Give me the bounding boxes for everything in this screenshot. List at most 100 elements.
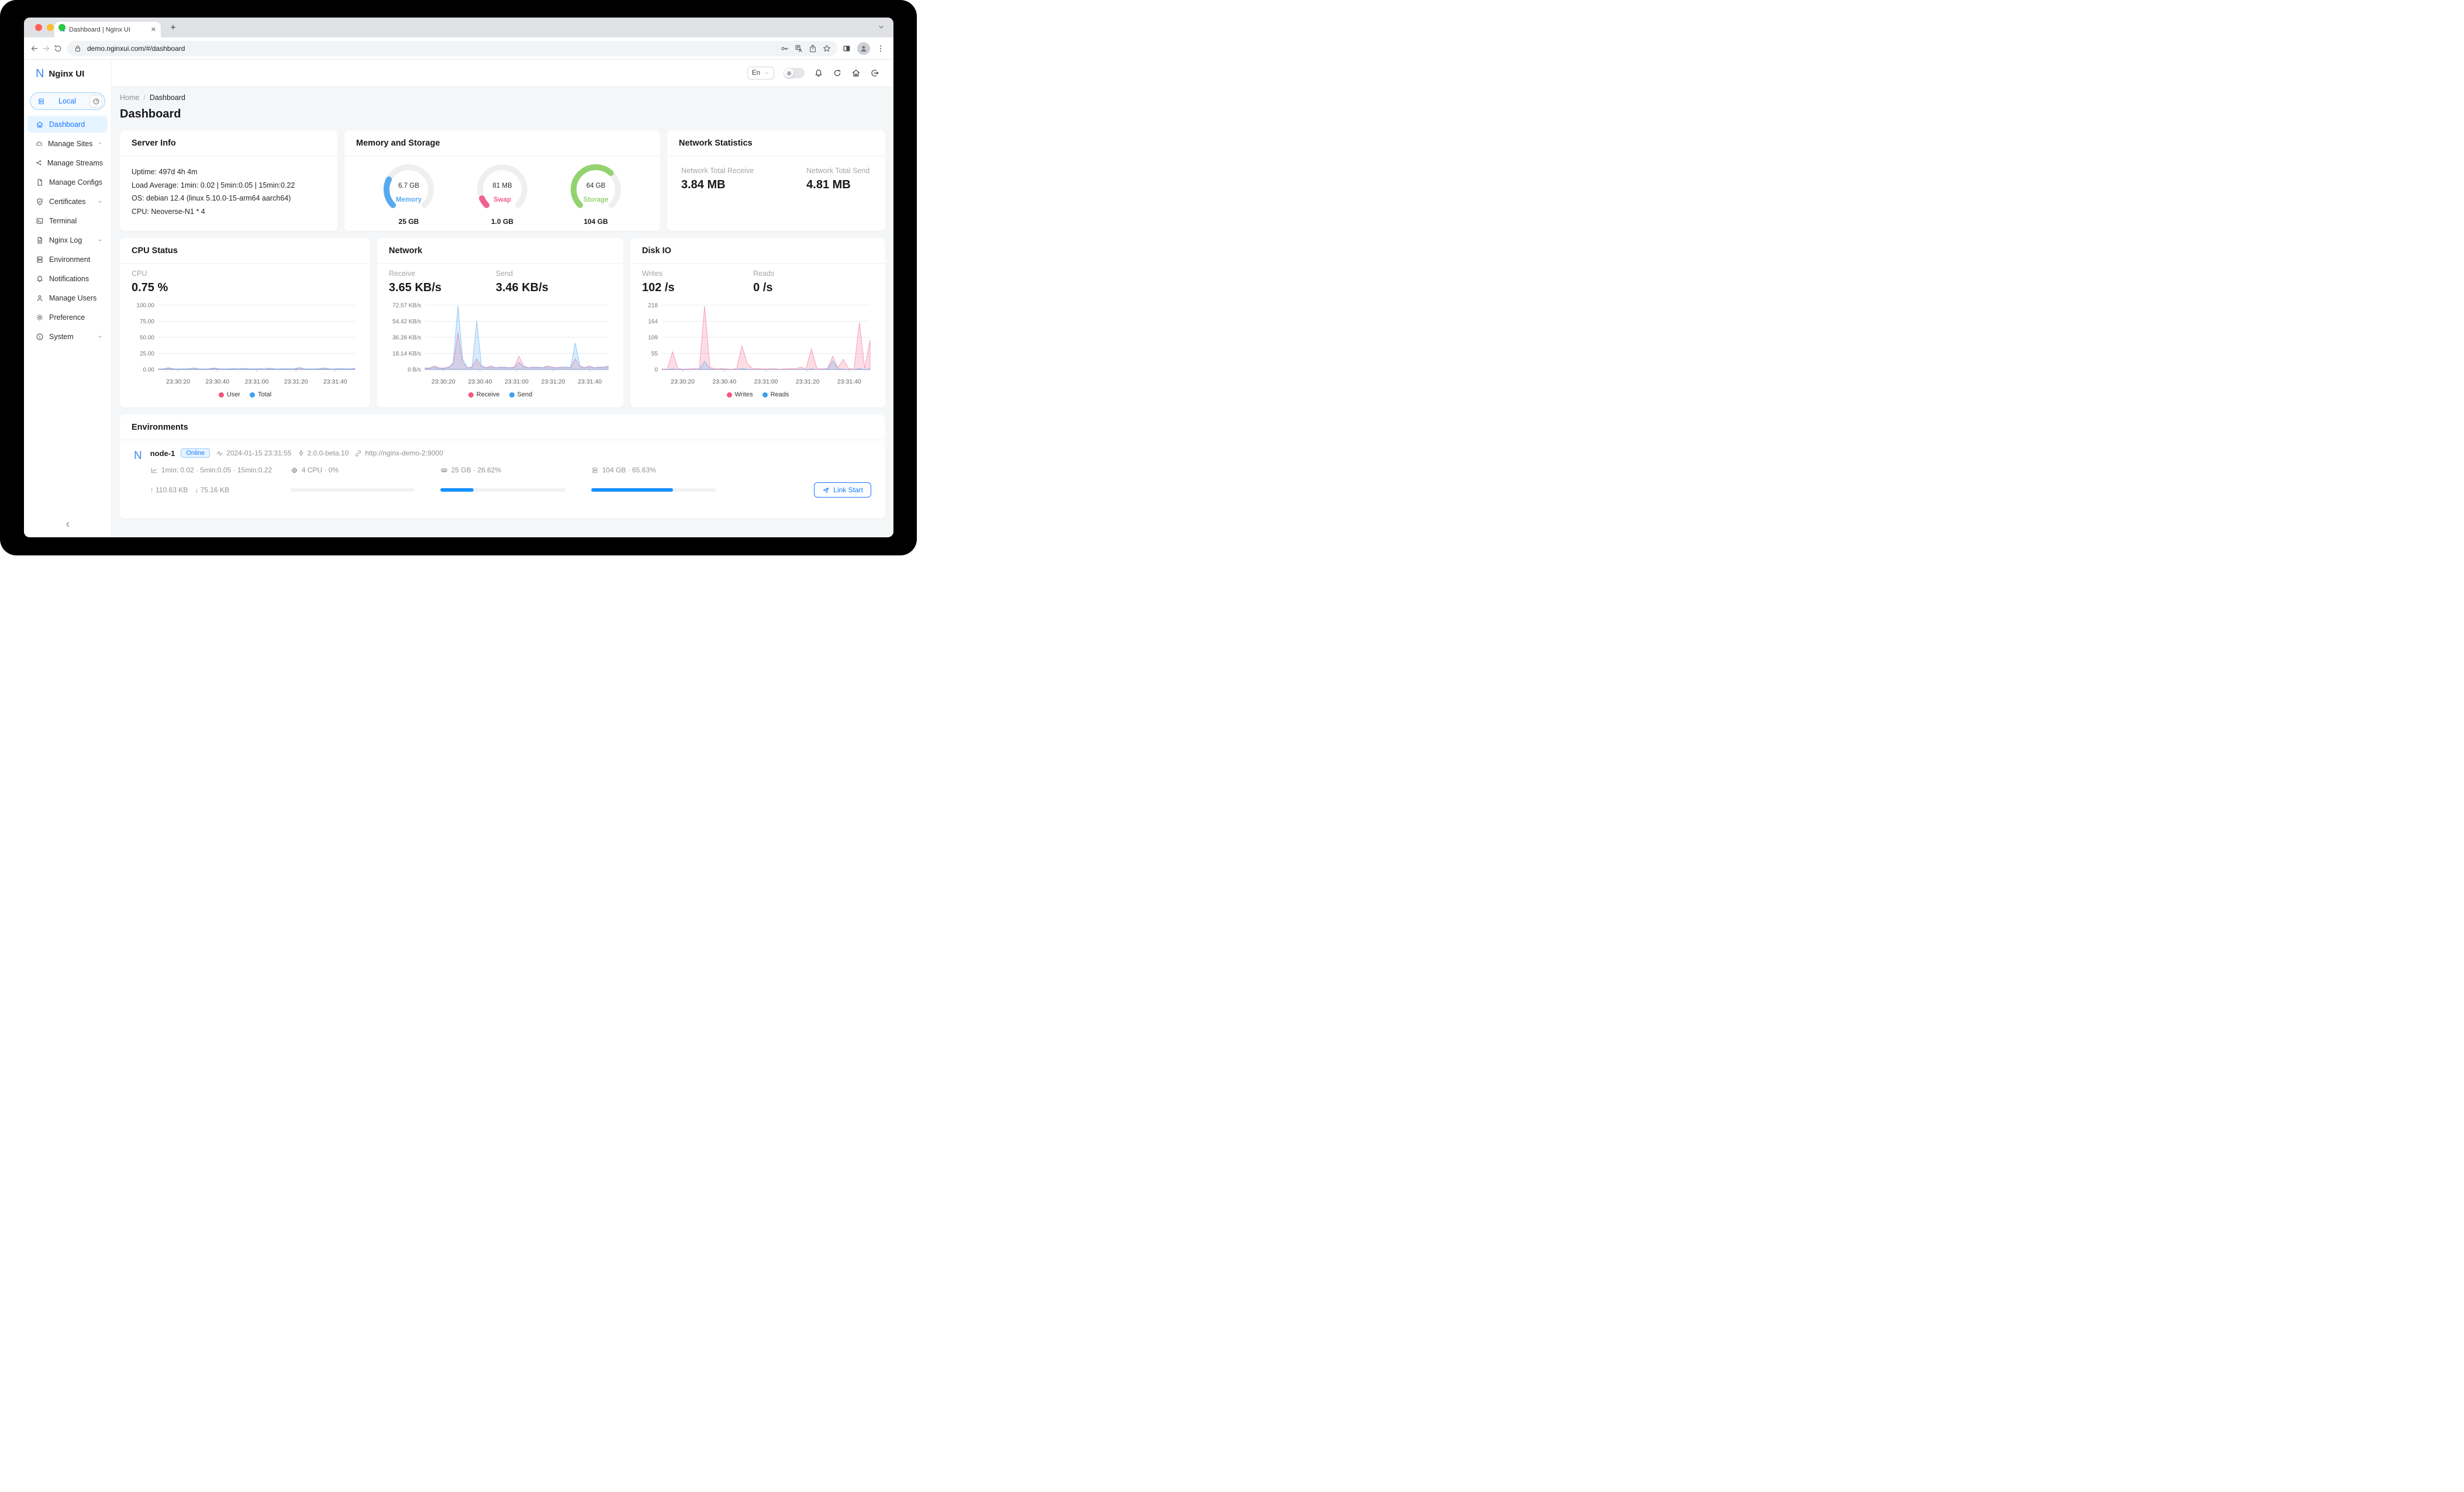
server-info-line: CPU: Neoverse-N1 * 4 [132, 207, 205, 216]
url-bar[interactable]: demo.nginxui.com/#/dashboard [67, 40, 837, 56]
sidebar-item-terminal[interactable]: Terminal [27, 212, 108, 229]
svg-text:23:30:20: 23:30:20 [432, 378, 455, 385]
link-icon [354, 450, 362, 457]
svg-text:23:31:00: 23:31:00 [505, 378, 529, 385]
environments-card: Environments N node-1 Online 2024-01-15 … [120, 415, 885, 519]
sidebar-item-label: Preference [49, 313, 85, 322]
close-window-button[interactable] [35, 24, 42, 31]
password-key-icon[interactable] [780, 44, 789, 53]
language-value: En [751, 70, 760, 77]
legend-writes[interactable]: Writes [726, 391, 753, 398]
sidebar-item-label: Certificates [49, 197, 86, 206]
back-icon[interactable] [30, 41, 39, 56]
sidebar-item-system[interactable]: System [27, 328, 108, 345]
sidebar-item-label: Nginx Log [49, 236, 82, 244]
shield-check-icon [36, 198, 44, 206]
share-icon[interactable] [808, 44, 817, 53]
network-card: Network Receive 3.65 KB/s Send 3.46 KB/s 72… [377, 238, 623, 407]
environment-node-row: N node-1 Online 2024-01-15 23:31:55 2.0.… [120, 440, 885, 506]
legend-dot [468, 392, 474, 398]
server-info-card: Server Info Uptime: 497d 4h 4m Load Avera… [120, 130, 337, 231]
gauge-total: 104 GB [584, 217, 608, 226]
svg-text:23:31:40: 23:31:40 [578, 378, 602, 385]
sidebar-item-manage-configs[interactable]: Manage Configs [27, 174, 108, 191]
refresh-icon[interactable] [833, 68, 842, 78]
browser-tab[interactable]: N Dashboard | Nginx UI ✕ [54, 22, 161, 37]
gauge-label: Memory [395, 196, 422, 203]
theme-toggle[interactable] [784, 68, 805, 78]
minimize-window-button[interactable] [47, 24, 54, 31]
gauge-swap: 81 MB Swap 1.0 GB [473, 161, 532, 226]
gauge-ring [570, 164, 621, 208]
cpu-chart-legend: User Total [132, 391, 358, 398]
disk-io-title: Disk IO [630, 238, 885, 264]
breadcrumb-home[interactable]: Home [120, 94, 140, 102]
gauge-total: 1.0 GB [491, 217, 513, 226]
maximize-window-button[interactable] [58, 24, 65, 31]
svg-text:18.14 KB/s: 18.14 KB/s [392, 351, 421, 357]
logout-icon[interactable] [870, 68, 879, 78]
bell-icon[interactable] [814, 68, 823, 78]
tab-close-icon[interactable]: ✕ [150, 26, 156, 33]
sidebar-item-certificates[interactable]: Certificates [27, 193, 108, 210]
sidebar-item-manage-users[interactable]: Manage Users [27, 289, 108, 306]
node-cpu: 4 CPU · 0% [291, 466, 440, 474]
sidebar-item-nginx-log[interactable]: Nginx Log [27, 232, 108, 248]
side-panel-icon[interactable] [842, 44, 851, 53]
sidebar-item-notifications[interactable]: Notifications [27, 270, 108, 287]
svg-text:0.00: 0.00 [143, 367, 155, 374]
svg-text:23:31:20: 23:31:20 [541, 378, 565, 385]
stat-value: 3.65 KB/s [389, 281, 442, 294]
svg-text:0 B/s: 0 B/s [408, 367, 421, 374]
language-select[interactable]: En [747, 67, 774, 80]
sidebar-item-manage-sites[interactable]: Manage Sites [27, 135, 108, 152]
home-icon[interactable] [851, 68, 861, 78]
sidebar-item-label: Manage Users [49, 293, 97, 302]
legend-receive[interactable]: Receive [468, 391, 500, 398]
legend-dot [726, 392, 732, 398]
desktop-background: N Dashboard | Nginx UI ✕ + demo.nginxui.… [0, 0, 917, 555]
svg-text:23:30:40: 23:30:40 [468, 378, 492, 385]
server-info-line: Uptime: 497d 4h 4m [132, 168, 198, 176]
tab-search-chevron-icon[interactable] [877, 23, 885, 31]
gauge-label: Storage [583, 196, 609, 203]
cards-row-1: Server Info Uptime: 497d 4h 4m Load Avera… [120, 130, 885, 231]
sidebar-collapse-button[interactable] [24, 520, 111, 529]
legend-reads[interactable]: Reads [762, 391, 789, 398]
network-statistics-title: Network Statistics [667, 130, 885, 156]
legend-total[interactable]: Total [249, 391, 271, 398]
node-download: ↓ 75.16 KB [195, 486, 229, 494]
node-dashboard-chip[interactable] [89, 95, 102, 108]
header-icon-group [814, 68, 879, 78]
node-version: 2.0.0-beta.10 [298, 449, 348, 457]
legend-user[interactable]: User [218, 391, 240, 398]
node-selector[interactable]: Local [30, 92, 105, 110]
link-start-button[interactable]: Link Start [814, 482, 871, 498]
forward-icon[interactable] [42, 41, 51, 56]
server-info-body: Uptime: 497d 4h 4m Load Average: 1min: 0.… [120, 156, 337, 227]
sidebar-item-environment[interactable]: Environment [27, 251, 108, 268]
chart-canvas: 72.57 KB/s 54.42 KB/s 36.28 KB/s 18.14 KB/s… [392, 303, 609, 385]
browser-menu-kebab-icon[interactable] [876, 44, 885, 53]
new-tab-button[interactable]: + [170, 23, 176, 33]
gauge-storage: 64 GB Storage 104 GB [567, 161, 625, 226]
network-total-receive: Network Total Receive 3.84 MB [681, 167, 754, 192]
gauge-label: Swap [493, 196, 512, 203]
sidebar-item-preference[interactable]: Preference [27, 309, 108, 326]
sidebar-item-label: Dashboard [49, 120, 85, 129]
logo-n-icon: N [36, 67, 44, 80]
chart-line-icon [150, 467, 158, 474]
url-text[interactable]: demo.nginxui.com/#/dashboard [87, 44, 185, 53]
translate-icon[interactable] [794, 44, 803, 53]
svg-text:23:30:20: 23:30:20 [671, 378, 695, 385]
sidebar-item-label: Manage Streams [47, 158, 103, 167]
sidebar-item-manage-streams[interactable]: Manage Streams [27, 154, 108, 171]
stat-label: Writes [642, 270, 663, 278]
profile-avatar[interactable] [857, 42, 870, 55]
sidebar-item-label: Terminal [49, 216, 77, 225]
activity-icon [216, 450, 223, 457]
legend-send[interactable]: Send [509, 391, 532, 398]
reload-icon[interactable] [53, 41, 63, 56]
bookmark-star-icon[interactable] [822, 44, 831, 53]
sidebar-item-dashboard[interactable]: Dashboard [27, 116, 108, 133]
